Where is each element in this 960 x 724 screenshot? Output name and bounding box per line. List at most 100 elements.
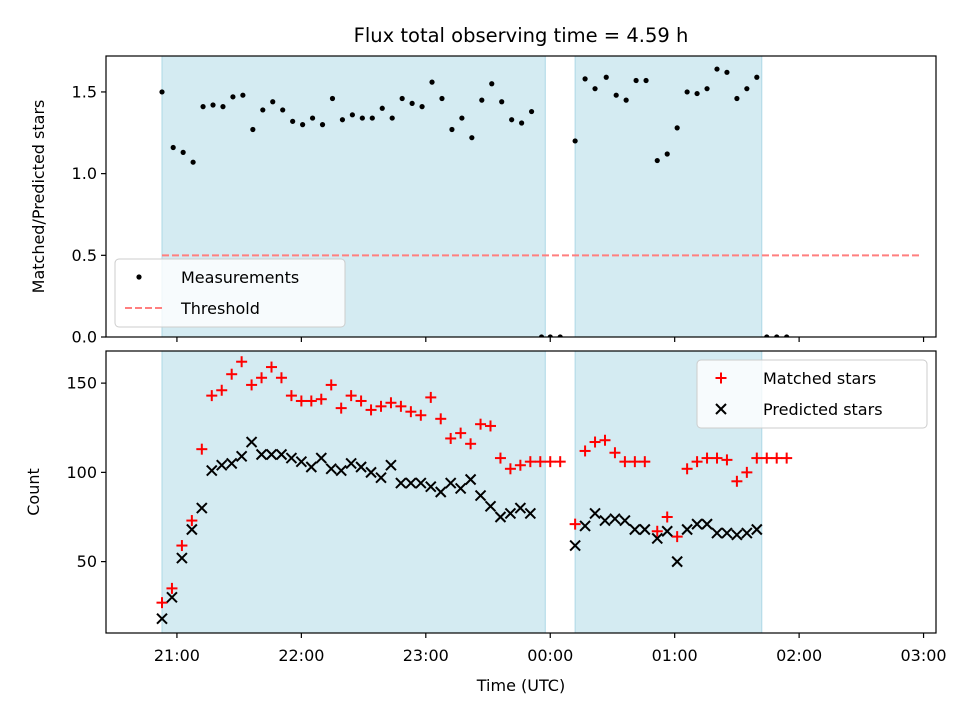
matched-stars-point bbox=[761, 452, 773, 464]
predicted-stars-point bbox=[639, 523, 651, 536]
matched-stars-point bbox=[435, 413, 447, 425]
predicted-stars-point bbox=[305, 461, 318, 473]
predicted-stars-point bbox=[681, 523, 693, 536]
predicted-stars-point bbox=[484, 500, 497, 512]
predicted-stars-point bbox=[255, 448, 268, 461]
matched-stars-point bbox=[691, 456, 703, 468]
measurements-point bbox=[489, 81, 495, 87]
matched-stars-point bbox=[619, 456, 631, 468]
predicted-stars-point bbox=[156, 613, 168, 625]
predicted-stars-point bbox=[731, 529, 743, 541]
predicted-stars-point bbox=[395, 477, 407, 489]
matched-stars-point bbox=[589, 436, 601, 448]
matched-stars-point bbox=[629, 456, 641, 468]
y-tick-label: 50 bbox=[77, 552, 97, 571]
matched-stars-point bbox=[166, 582, 178, 594]
predicted-stars-point bbox=[721, 527, 733, 539]
matched-stars-point bbox=[216, 384, 228, 396]
measurements-point bbox=[654, 157, 660, 164]
matched-stars-point bbox=[395, 400, 407, 412]
y-tick-label: 1.5 bbox=[72, 82, 97, 101]
matched-stars-point bbox=[425, 391, 437, 403]
predicted-stars-point bbox=[186, 523, 198, 536]
y-tick-label: 0.5 bbox=[72, 246, 97, 265]
matched-stars-point bbox=[751, 452, 763, 464]
matched-stars-point bbox=[415, 409, 427, 421]
matched-stars-point bbox=[226, 368, 238, 380]
predicted-stars-point bbox=[235, 450, 248, 463]
axes-frame bbox=[105, 55, 937, 338]
y-tick-label: 100 bbox=[66, 463, 97, 482]
predicted-stars-point bbox=[444, 477, 457, 489]
matched-stars-point bbox=[196, 443, 208, 455]
predicted-stars-point bbox=[196, 502, 208, 514]
series-layer bbox=[156, 356, 793, 625]
predicted-stars-point bbox=[285, 452, 298, 464]
series-layer bbox=[159, 66, 920, 337]
measurements-point bbox=[774, 334, 780, 337]
measurements-point bbox=[547, 334, 553, 337]
predicted-stars-point bbox=[225, 457, 238, 470]
predicted-stars-point bbox=[701, 518, 713, 530]
observing-window-2 bbox=[574, 56, 763, 337]
measurements-point bbox=[764, 334, 770, 337]
predicted-stars-point bbox=[206, 464, 218, 477]
predicted-stars-point bbox=[355, 461, 367, 473]
matched-stars-point bbox=[445, 432, 457, 444]
matched-stars-point bbox=[275, 372, 287, 384]
matched-stars-point bbox=[256, 372, 268, 384]
matched-stars-point bbox=[266, 361, 278, 373]
predicted-stars-point bbox=[216, 459, 228, 471]
measurements-point bbox=[260, 107, 266, 113]
measurements-point bbox=[449, 126, 455, 133]
measurements-point bbox=[479, 97, 485, 103]
predicted-stars-point bbox=[245, 436, 258, 448]
panel-top: 0.0 0.5 1.0 1.5 Matched/Predicted stars Measu… bbox=[29, 55, 937, 347]
matched-stars-point bbox=[609, 447, 621, 459]
predicted-stars-point bbox=[176, 552, 188, 564]
measurements-point bbox=[409, 100, 415, 106]
measurements-point bbox=[538, 334, 545, 337]
measurements-point bbox=[419, 104, 425, 110]
predicted-stars-point bbox=[741, 527, 753, 539]
matched-stars-point bbox=[305, 395, 317, 407]
measurements-point bbox=[592, 86, 598, 92]
predicted-stars-point bbox=[375, 472, 387, 484]
matched-stars-point bbox=[285, 390, 297, 402]
legend-label-matched-stars: Matched stars bbox=[763, 369, 876, 388]
measurements-point bbox=[190, 159, 196, 165]
measurements-point bbox=[379, 105, 385, 111]
predicted-stars-point bbox=[504, 507, 517, 520]
measurements-point bbox=[280, 107, 286, 113]
y-tick-label: 1.0 bbox=[72, 164, 97, 183]
chart-title: Flux total observing time = 4.59 h bbox=[354, 24, 689, 47]
legend-label-threshold: Threshold bbox=[180, 299, 260, 318]
measurements-point bbox=[300, 122, 306, 128]
matched-stars-point bbox=[186, 515, 198, 527]
observing-windows bbox=[161, 351, 763, 633]
panel-bottom: 50 100 150 21:00 22:00 23:00 00:00 01:00 02:00 03… bbox=[24, 350, 947, 665]
observing-window-2 bbox=[574, 351, 763, 633]
matched-stars-point bbox=[385, 397, 397, 409]
measurements-point bbox=[159, 89, 165, 95]
predicted-stars-point bbox=[569, 539, 581, 552]
matched-stars-point bbox=[701, 452, 713, 464]
predicted-stars-point bbox=[651, 532, 663, 545]
matched-stars-point bbox=[485, 420, 497, 432]
matched-stars-point bbox=[544, 456, 556, 468]
matched-stars-point bbox=[741, 466, 753, 478]
measurements-point bbox=[623, 97, 629, 103]
measurements-point bbox=[230, 94, 236, 100]
predicted-stars-point bbox=[295, 455, 308, 468]
legend-box bbox=[696, 359, 928, 429]
x-tick-label: 21:00 bbox=[154, 646, 200, 665]
matched-stars-point bbox=[771, 452, 783, 464]
measurements-point bbox=[684, 89, 690, 95]
y-axis-label: Count bbox=[24, 468, 43, 516]
measurements-point bbox=[704, 86, 710, 92]
measurements-point bbox=[170, 144, 176, 151]
matched-stars-point bbox=[721, 454, 733, 466]
measurements-point bbox=[613, 92, 619, 98]
legend: Measurements Threshold bbox=[114, 258, 346, 328]
matched-stars-point bbox=[554, 456, 566, 468]
